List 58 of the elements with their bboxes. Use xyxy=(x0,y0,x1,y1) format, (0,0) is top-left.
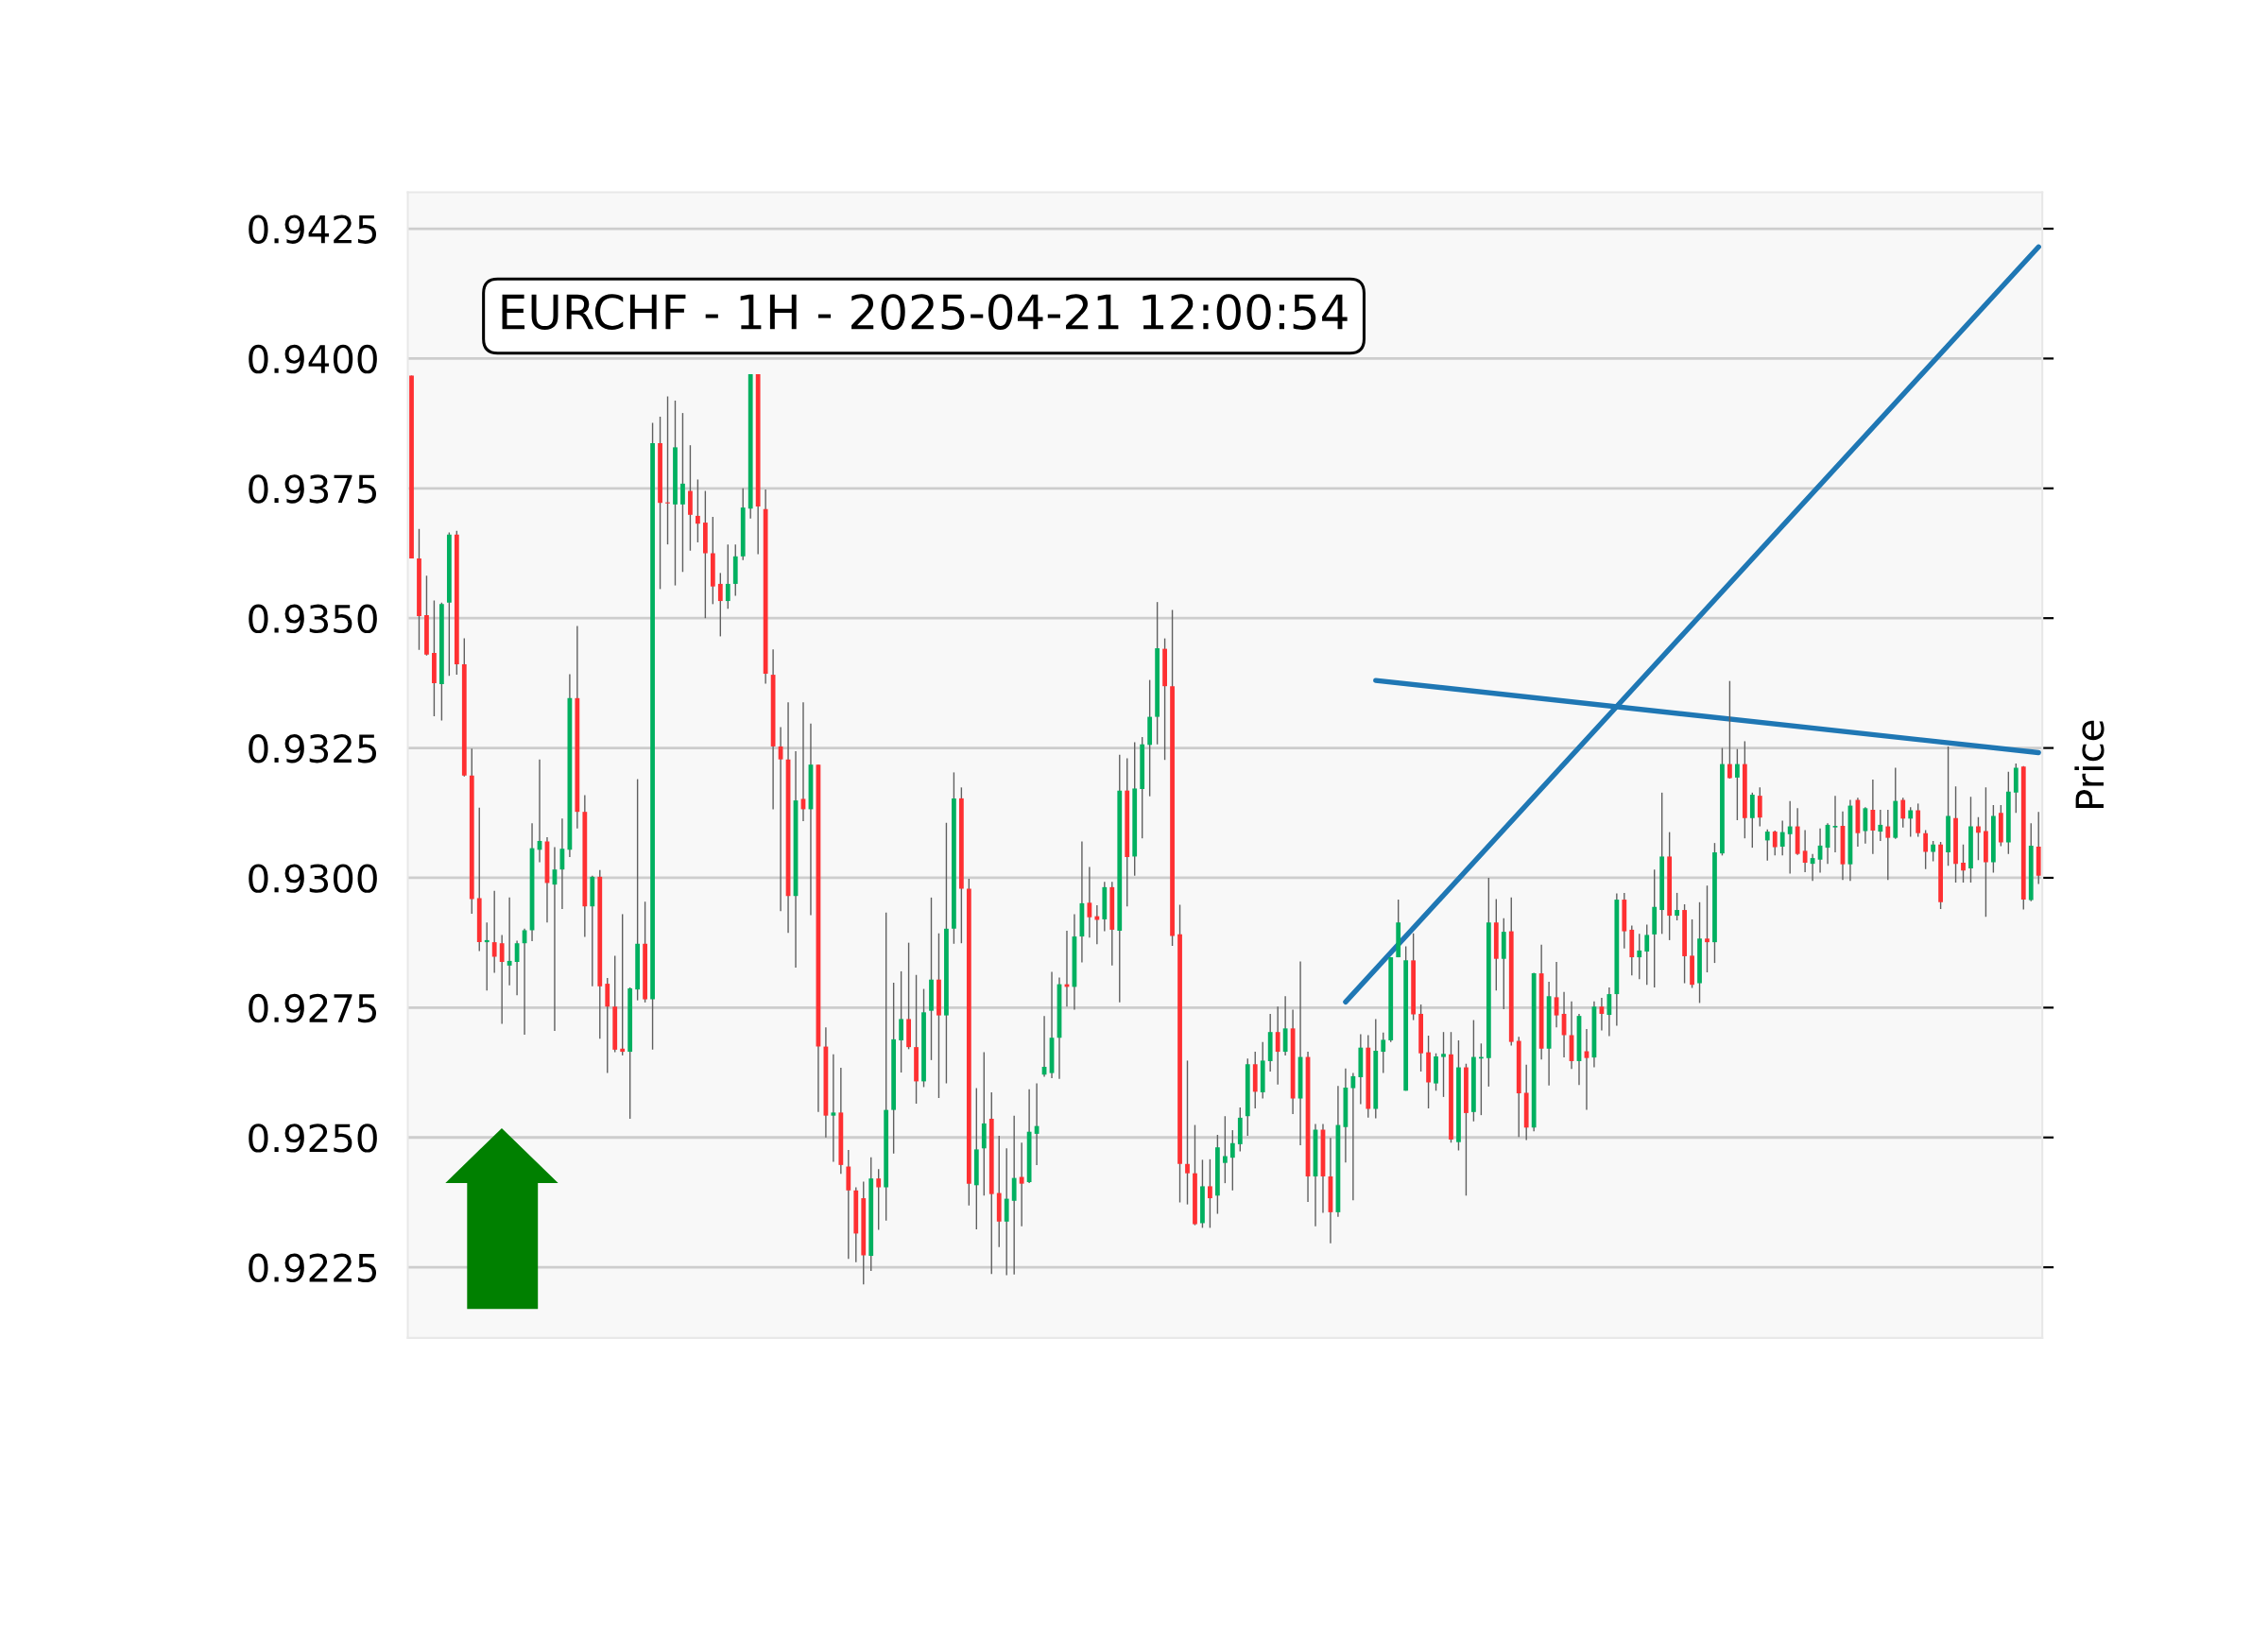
candlestick xyxy=(696,478,700,543)
candlestick xyxy=(1606,987,1612,1038)
candlestick xyxy=(1931,840,1936,863)
y-tick-label: 0.9300 xyxy=(249,864,377,893)
y-tick-label: 0.9250 xyxy=(249,1124,377,1153)
candlestick xyxy=(1208,1158,1212,1229)
candlestick xyxy=(1870,779,1876,855)
candlestick xyxy=(620,913,626,1056)
candlestick xyxy=(1275,1005,1280,1086)
candlestick xyxy=(1961,844,1966,884)
candlestick xyxy=(1885,809,1891,881)
candlestick xyxy=(1923,829,1929,870)
candlestick xyxy=(499,934,505,1025)
y-tick-label: 0.9225 xyxy=(249,1253,376,1283)
candlestick xyxy=(1779,819,1785,857)
candlestick xyxy=(1900,797,1906,829)
candlestick xyxy=(1705,884,1710,973)
candlestick xyxy=(1764,829,1770,862)
y-tick-label: 0.9425 xyxy=(249,214,376,244)
y-tick-label: 0.9375 xyxy=(249,474,376,504)
candlestick xyxy=(831,1054,836,1163)
candlestick xyxy=(1878,809,1883,842)
candlestick xyxy=(491,890,497,974)
candlestick xyxy=(1908,806,1914,838)
candlestick xyxy=(1011,1114,1017,1276)
candlestick xyxy=(680,412,685,573)
candlestick xyxy=(1976,815,1981,861)
candlestick xyxy=(1087,866,1092,938)
candlestick xyxy=(1772,830,1778,857)
candlestick xyxy=(1832,795,1838,853)
y-tick-label: 0.9275 xyxy=(249,993,376,1023)
text: EURCHF - 1H - 2025-04-21 12:00:54 xyxy=(502,294,1348,330)
candlestick xyxy=(899,970,903,1073)
y-tick-label: 0.9325 xyxy=(249,733,376,764)
candlestick xyxy=(484,921,490,991)
candlestick xyxy=(1675,892,1679,921)
candlestick xyxy=(717,572,723,638)
candlestick xyxy=(1734,747,1740,821)
candlestick xyxy=(1637,933,1642,980)
y-axis-title: Price xyxy=(2074,720,2105,808)
candlestick xyxy=(1350,1072,1356,1201)
candlestick xyxy=(1185,1059,1190,1206)
candlestick xyxy=(1757,786,1762,828)
candlestick xyxy=(1019,1141,1024,1227)
candlestick xyxy=(1381,1032,1386,1074)
candlestick xyxy=(1644,923,1650,986)
candlestick xyxy=(725,543,730,609)
candlestick xyxy=(1787,799,1793,875)
candlestick xyxy=(665,395,670,545)
candlestick xyxy=(1802,829,1808,873)
candlestick xyxy=(1441,1031,1446,1098)
y-tick-label: 0.9400 xyxy=(249,344,377,374)
y-tick-label: 0.9350 xyxy=(249,604,377,634)
candlestick xyxy=(507,897,512,987)
candlestick xyxy=(1222,1115,1228,1184)
candlestick xyxy=(1229,1129,1235,1192)
candlestick xyxy=(876,1168,882,1231)
candlestick xyxy=(1727,679,1732,780)
